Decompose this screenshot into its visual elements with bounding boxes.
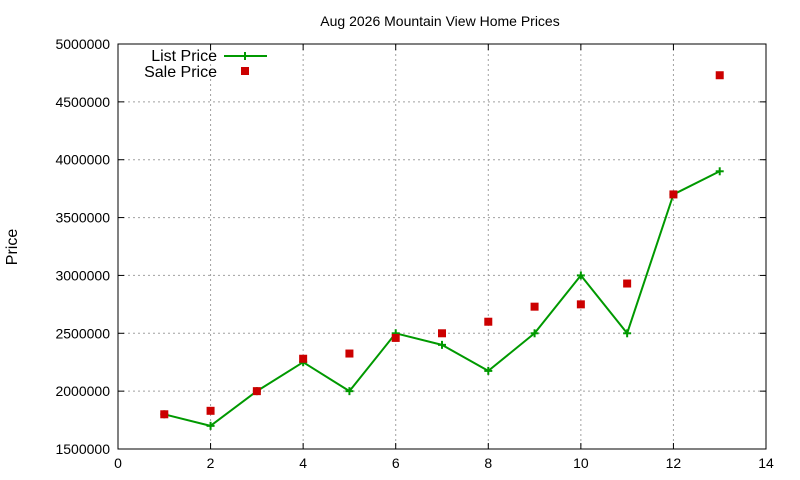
x-tick-label: 0 [114, 455, 122, 471]
sale-price-point [391, 333, 400, 342]
sale-price-point [160, 410, 169, 419]
y-tick-label: 5000000 [55, 36, 110, 52]
y-tick-label: 1500000 [55, 441, 110, 457]
legend-label-list-price: List Price [151, 48, 217, 65]
x-tick-label: 8 [484, 455, 492, 471]
list-price-point [206, 421, 215, 430]
list-price-point [623, 329, 632, 338]
list-price-point [438, 340, 446, 349]
sale-price-point [206, 406, 215, 415]
sale-price-point [715, 71, 724, 80]
chart-title: Aug 2026 Mountain View Home Prices [320, 13, 559, 29]
list-price-point [576, 271, 585, 280]
legend-marker-sale-price [241, 67, 249, 75]
y-axis-label: Price [4, 229, 21, 266]
legend-marker-list-price [241, 52, 249, 60]
y-tick-label: 4000000 [55, 152, 110, 168]
y-tick-label: 2500000 [55, 325, 110, 341]
list-price-line [164, 170, 721, 427]
x-tick-label: 12 [666, 455, 682, 471]
plot-frame [117, 43, 767, 450]
x-tick-label: 2 [207, 455, 215, 471]
legend-label-sale-price: Sale Price [144, 64, 217, 81]
series [160, 71, 724, 430]
x-tick-label: 4 [299, 455, 307, 471]
list-price-point [345, 387, 354, 396]
sale-price-point [345, 349, 354, 358]
sale-price-point [623, 279, 632, 288]
list-price-point [530, 329, 539, 338]
y-tick-label: 2000000 [55, 383, 110, 399]
y-tick-label: 3000000 [55, 267, 110, 283]
x-tick-label: 6 [392, 455, 400, 471]
y-tick-label: 3500000 [55, 210, 110, 226]
axis-ticks: 0 2 4 6 8 10 12 14 1500000 2000000 2500000 3000000 3… [55, 36, 774, 471]
y-tick-label: 4500000 [55, 94, 110, 110]
sale-price-point [438, 329, 446, 338]
sale-price-point [484, 317, 493, 326]
grid [118, 44, 766, 449]
sale-price-point [252, 387, 261, 396]
x-tick-label: 10 [573, 455, 589, 471]
legend: List Price Sale Price [144, 48, 267, 81]
x-tick-label: 14 [758, 455, 774, 471]
sale-price-point [299, 354, 308, 363]
list-price-point [715, 167, 724, 176]
sale-price-point [576, 300, 585, 309]
sale-price-point [669, 190, 678, 199]
sale-price-point [530, 302, 539, 311]
list-price-point [484, 366, 493, 375]
